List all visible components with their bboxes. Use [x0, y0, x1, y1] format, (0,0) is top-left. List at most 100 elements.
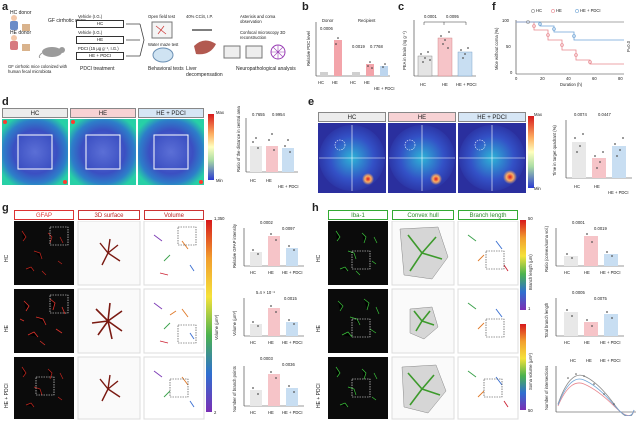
panel-h-colorbars: [520, 220, 526, 410]
panel-g-plot2-cat-pdci: HE + PDCI: [282, 340, 303, 345]
panel-h-plot1-p2: 0.0019: [594, 226, 607, 231]
treatment-label: PDCI treatment: [80, 66, 115, 72]
hc-donor-label: HC donor: [10, 10, 32, 16]
panel-h-plot1: [555, 228, 624, 267]
panel-label-e: e: [308, 96, 315, 108]
panel-f-legend-pdci: HE + PDCI: [580, 8, 601, 13]
panel-f-xtick-60: 60: [592, 76, 597, 81]
panel-d-colorbar: [208, 114, 214, 180]
survival-line-pdci: [516, 21, 624, 41]
panel-h-plot3: [555, 366, 636, 416]
panel-g-plot2: [243, 298, 304, 337]
liver-decomp-label: Liver decompensation: [186, 66, 223, 78]
panel-b-recipient-label: Recipient: [358, 18, 376, 23]
panel-f-ytick-0: 0: [510, 70, 513, 75]
panel-label-b: b: [302, 1, 309, 13]
panel-h-branch-scale: Branch length (μm): [528, 254, 533, 290]
panel-h-scale-bot: 50: [528, 408, 533, 413]
panel-h-header-convex: Convex hull: [392, 210, 454, 220]
group-box-he: HE: [76, 36, 124, 44]
panel-g-scale-bot: 2: [214, 410, 217, 415]
panel-f-p: P=0.0: [626, 40, 631, 52]
panel-e-header-pdci: HE + PDCI: [458, 112, 526, 122]
panel-h-images: [328, 221, 519, 420]
he-donor-label: HE donor: [10, 30, 32, 36]
panel-g-plot3: [243, 366, 304, 407]
panel-e-chart: [565, 120, 632, 179]
panel-g-plot1: [243, 228, 304, 267]
panel-c-p2: 0.0095: [446, 14, 459, 19]
panel-label-d: d: [2, 96, 9, 108]
panel-c-p1: 0.0001: [424, 14, 437, 19]
panel-h-header-iba1: Iba-1: [328, 210, 388, 220]
panel-f-xtick-20: 20: [540, 76, 545, 81]
panel-g-plot1-cat-pdci: HE + PDCI: [282, 270, 303, 275]
bar-recip-he: [366, 64, 374, 76]
bar-he-pdci: [612, 146, 626, 178]
bar-he: [437, 37, 453, 77]
panel-b-p1: 0.0006: [320, 26, 333, 31]
panel-g-row-he: HE: [4, 325, 10, 332]
panel-h-soma-scale: Soma volume (μm³): [528, 353, 533, 390]
panel-h-header-branch: Branch length: [458, 210, 518, 220]
group-box-he-pdci: HE + PDCI: [76, 52, 124, 60]
panel-g-row-pdci: HE + PDCI: [4, 383, 10, 408]
panel-h-plot1-cat-he: HE: [584, 270, 590, 275]
panel-h-row-pdci: HE + PDCI: [316, 383, 322, 408]
panel-g-images: [14, 221, 205, 420]
panel-e-cat-pdci: HE + PDCI: [608, 190, 629, 195]
bar-recip-pdci: [380, 66, 388, 76]
iba1-row-pdci: [328, 356, 519, 420]
panel-h-row-he: HE: [316, 325, 322, 332]
bar-hc: [572, 142, 586, 178]
panel-f-legend-markers: [531, 9, 579, 13]
panel-g-plot2-p1: 5.4 × 10⁻⁶: [256, 290, 276, 295]
panel-g-plot3-p1: 0.0003: [260, 356, 273, 361]
panel-g-scale-top: 1,350: [214, 216, 225, 221]
panel-h-plot1-p1: 0.0001: [572, 220, 585, 225]
panel-g-plot1-cat-he: HE: [268, 270, 274, 275]
panel-e-ylabel: Time in target quadrant (%): [552, 125, 557, 176]
panel-g-header-volume: Volume: [144, 210, 204, 220]
open-field-icon: [151, 21, 173, 39]
panel-g-scale-mid: Volume (μm³): [214, 314, 219, 340]
panel-d-ylabel: Ratio of the distance in central area: [236, 106, 241, 172]
water-maze-label: Water maze test: [148, 42, 179, 47]
panel-label-a: a: [2, 1, 9, 13]
bar-he: [266, 146, 278, 172]
water-maze-icon: [152, 47, 174, 63]
panel-d-header-hc: HC: [2, 108, 68, 118]
panel-b-cat-hc: HC: [318, 80, 325, 85]
neuro-label: Neuropathological analysis: [236, 66, 296, 72]
panel-g-plot1-ylabel: Relative GFAP intensity: [232, 224, 237, 268]
bar-donor-hc: [320, 72, 328, 76]
panel-b-cat-hc2: HC: [350, 80, 357, 85]
panel-b-p2: 0.0019: [352, 44, 365, 49]
panel-e-colorbar: [528, 116, 534, 188]
liver-syringe-icon: [192, 29, 216, 55]
panel-e-scale-max: Max: [534, 112, 542, 117]
open-field-label: Open field test: [148, 14, 176, 19]
panel-h-row-hc: HC: [316, 254, 322, 262]
panel-g-plot1-p1: 0.0002: [260, 220, 273, 225]
panel-b-cat-pdci: HE + PDCI: [374, 86, 395, 91]
panel-d-scale-max: Max: [216, 110, 224, 115]
donor-people-illustration: [10, 15, 30, 51]
panel-label-f: f: [492, 1, 496, 13]
panel-g-plot2-p2: 0.0015: [284, 296, 297, 301]
panel-d-cat-he: HE: [266, 178, 272, 183]
panel-g-plot3-p2: 0.0036: [282, 362, 295, 367]
panel-h-plot3-ylabel: Number of intersections: [544, 365, 549, 410]
panel-f-legend-he: HE: [556, 8, 562, 13]
gfap-row-he: [14, 288, 205, 354]
panel-f-xtick-80: 80: [618, 76, 623, 81]
panel-h-plot1-cat-hc: HC: [564, 270, 571, 275]
bar-he: [592, 158, 606, 178]
panel-d-scale-min: Min: [216, 178, 223, 183]
panel-g-plot3-cat-pdci: HE + PDCI: [282, 410, 303, 415]
panel-f-xtick-40: 40: [566, 76, 571, 81]
panel-c-ylabel: PEA in brain (ng g⁻¹): [402, 31, 407, 70]
panel-d-p2: 0.9954: [272, 112, 285, 117]
panel-g-plot2-cat-he: HE: [268, 340, 274, 345]
panel-h-plot2-cat-he: HE: [584, 340, 590, 345]
